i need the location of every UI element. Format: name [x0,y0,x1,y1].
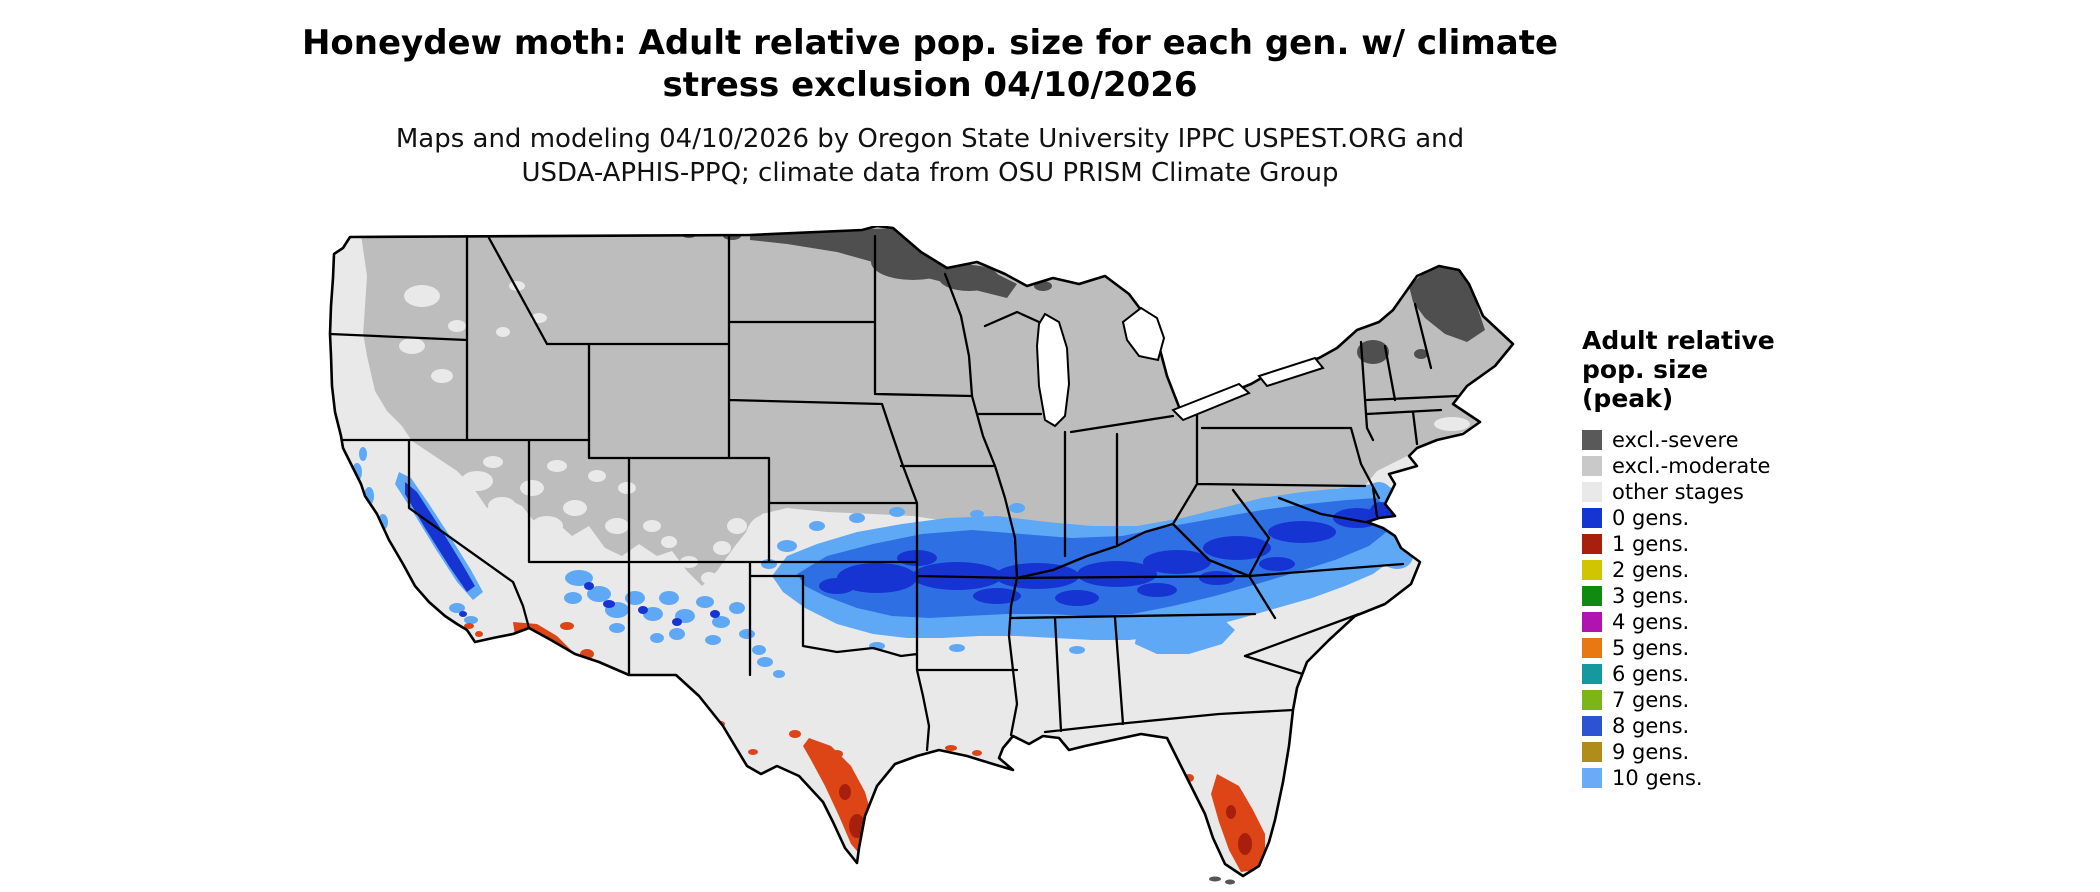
map-legend: Adult relative pop. size (peak) excl.-se… [1582,326,1882,791]
legend-swatch [1582,586,1602,606]
legend-item: 1 gens. [1582,531,1882,557]
legend-swatch [1582,560,1602,580]
legend-item: other stages [1582,479,1882,505]
legend-item: 5 gens. [1582,635,1882,661]
legend-item: 4 gens. [1582,609,1882,635]
map-title-line2: stress exclusion 04/10/2026 [662,65,1198,105]
legend-title-line3: (peak) [1582,384,1674,413]
lake-erie [1171,382,1251,422]
legend-item: 6 gens. [1582,661,1882,687]
legend-item: 0 gens. [1582,505,1882,531]
legend-swatch [1582,768,1602,788]
legend-item: 10 gens. [1582,765,1882,791]
legend-item-label: 1 gens. [1612,532,1690,556]
lake-ontario [1257,356,1325,388]
legend-item-label: 9 gens. [1612,740,1690,764]
legend-swatch [1582,742,1602,762]
map-title: Honeydew moth: Adult relative pop. size … [0,22,1860,106]
legend-item: 3 gens. [1582,583,1882,609]
legend-swatch [1582,508,1602,528]
legend-item-label: excl.-severe [1612,428,1739,452]
legend-title: Adult relative pop. size (peak) [1582,326,1882,413]
legend-item-label: 7 gens. [1612,688,1690,712]
legend-item: 9 gens. [1582,739,1882,765]
map-title-line1: Honeydew moth: Adult relative pop. size … [301,23,1559,63]
legend-item-label: excl.-moderate [1612,454,1771,478]
legend-item-label: 5 gens. [1612,636,1690,660]
florida-keys [1209,876,1235,885]
legend-item-label: 10 gens. [1612,766,1703,790]
legend-swatch [1582,612,1602,632]
lake-michigan [1035,312,1071,428]
legend-item: excl.-severe [1582,427,1882,453]
map-light-mottling [330,226,1470,604]
legend-item: 2 gens. [1582,557,1882,583]
legend-item: excl.-moderate [1582,453,1882,479]
us-map-svg [328,226,1515,885]
great-lakes [1035,306,1325,428]
us-generation-map [317,226,1547,886]
legend-item-label: 0 gens. [1612,506,1690,530]
legend-swatch [1582,534,1602,554]
legend-swatch [1582,430,1602,450]
legend-item-label: 4 gens. [1612,610,1690,634]
legend-item-label: 2 gens. [1612,558,1690,582]
legend-title-line1: Adult relative [1582,326,1775,355]
legend-title-line2: pop. size [1582,355,1709,384]
legend-swatch [1582,456,1602,476]
legend-item-label: 6 gens. [1612,662,1690,686]
legend-swatch [1582,638,1602,658]
legend-item: 7 gens. [1582,687,1882,713]
map-subtitle-line2: USDA-APHIS-PPQ; climate data from OSU PR… [521,158,1339,188]
state-borders [330,234,1459,752]
legend-swatch [1582,716,1602,736]
legend-swatch [1582,482,1602,502]
lake-huron [1121,306,1166,362]
map-subtitle-line1: Maps and modeling 04/10/2026 by Oregon S… [395,124,1465,154]
map-subtitle: Maps and modeling 04/10/2026 by Oregon S… [0,122,1860,190]
legend-swatch [1582,664,1602,684]
legend-item: 8 gens. [1582,713,1882,739]
legend-item-label: other stages [1612,480,1744,504]
legend-item-label: 3 gens. [1612,584,1690,608]
legend-swatch [1582,690,1602,710]
legend-item-label: 8 gens. [1612,714,1690,738]
